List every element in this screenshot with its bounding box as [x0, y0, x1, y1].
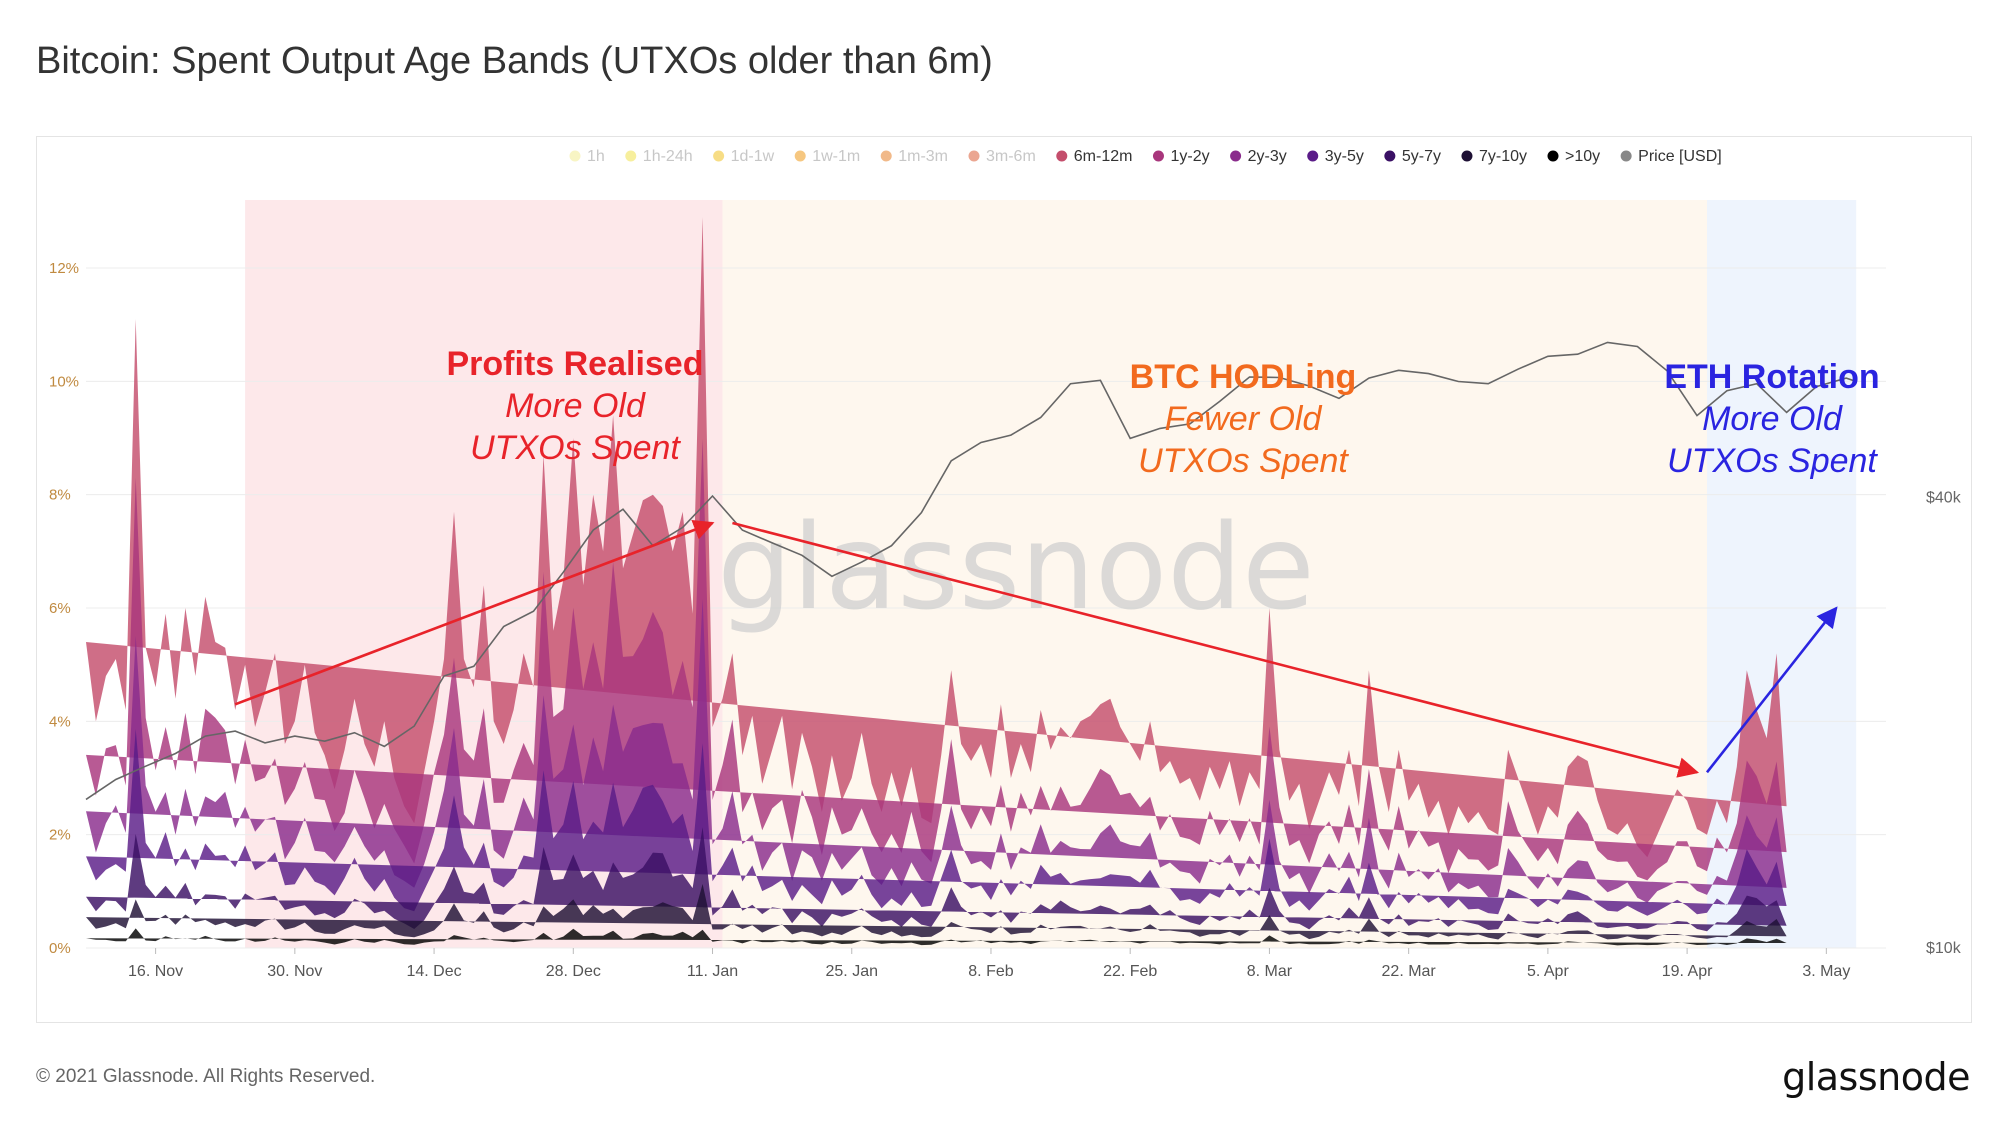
legend-item-1h[interactable]: 1h — [569, 148, 605, 165]
legend-item-1w-1m[interactable]: 1w-1m — [794, 148, 861, 165]
annotation-line2: UTXOs Spent — [1667, 442, 1878, 480]
legend-swatch — [1307, 150, 1319, 162]
legend-item-2y-3y[interactable]: 2y-3y — [1230, 148, 1287, 165]
x-tick-label: 30. Nov — [267, 963, 322, 980]
area-band-6m-12m — [86, 217, 1787, 858]
annotation-btc-hodling: BTC HODLing Fewer Old UTXOs Spent — [1130, 358, 1357, 480]
legend-item-3m-6m[interactable]: 3m-6m — [968, 148, 1036, 165]
x-tick-label: 16. Nov — [128, 963, 183, 980]
legend-item-1h-24h[interactable]: 1h-24h — [625, 148, 693, 165]
legend-label: 1m-3m — [898, 148, 948, 165]
x-tick-label: 22. Mar — [1382, 963, 1437, 980]
legend-label: 6m-12m — [1074, 148, 1133, 165]
x-tick-label: 28. Dec — [546, 963, 601, 980]
annotation-title: BTC HODLing — [1130, 358, 1357, 396]
x-tick-label: 14. Dec — [406, 963, 461, 980]
legend-label: 1h-24h — [643, 148, 693, 165]
legend-label: 2y-3y — [1248, 148, 1287, 165]
area-band-3y-5y — [86, 729, 1787, 916]
legend-label: 1d-1w — [731, 148, 775, 165]
legend-swatch — [1056, 150, 1068, 162]
legend-swatch — [713, 150, 725, 162]
legend-label: Price [USD] — [1638, 148, 1722, 165]
annotation-arrow-3 — [1705, 606, 1838, 774]
page-title: Bitcoin: Spent Output Age Bands (UTXOs o… — [36, 40, 993, 82]
area-band-5y-7y — [86, 827, 1787, 932]
y-tick-label: 12% — [49, 260, 79, 277]
y-tick-label: 0% — [49, 940, 71, 957]
annotation-line2: UTXOs Spent — [470, 429, 681, 467]
x-tick-label: 8. Mar — [1247, 963, 1293, 980]
annotation-eth-rotation: ETH Rotation More Old UTXOs Spent — [1664, 358, 1879, 480]
x-tick-label: 19. Apr — [1662, 963, 1713, 980]
y-tick-label: 8% — [49, 487, 71, 504]
area-band-gt10y — [86, 928, 1787, 946]
legend-label: 3y-5y — [1325, 148, 1364, 165]
legend-label: 1w-1m — [812, 148, 860, 165]
legend-label: 1h — [587, 148, 605, 165]
glassnode-logo: glassnode — [1782, 1055, 1970, 1099]
x-tick-label: 22. Feb — [1103, 963, 1157, 980]
x-tick-label: 11. Jan — [687, 963, 738, 980]
legend-item--10y[interactable]: >10y — [1547, 148, 1601, 165]
x-tick-label: 3. May — [1802, 963, 1850, 980]
legend-item-3y-5y[interactable]: 3y-5y — [1307, 148, 1364, 165]
chart-panel — [36, 136, 1972, 1023]
area-band-7y-10y — [86, 884, 1787, 940]
legend-swatch — [625, 150, 637, 162]
y-tick-label: 6% — [49, 600, 71, 617]
x-tick-label: 25. Jan — [826, 963, 878, 980]
watermark-text: glassnode — [717, 498, 1314, 636]
x-tick-label: 8. Feb — [968, 963, 1013, 980]
annotation-title: Profits Realised — [447, 345, 704, 383]
legend-label: 7y-10y — [1479, 148, 1527, 165]
legend-swatch — [569, 150, 581, 162]
annotation-profits-realised: Profits Realised More Old UTXOs Spent — [447, 345, 704, 467]
copyright-text: © 2021 Glassnode. All Rights Reserved. — [36, 1066, 376, 1087]
price-tick-label: $40k — [1926, 490, 1962, 507]
price-tick-label: $10k — [1926, 940, 1962, 957]
annotation-line2: UTXOs Spent — [1138, 442, 1349, 480]
legend-item-1y-2y[interactable]: 1y-2y — [1152, 148, 1210, 165]
legend-label: 1y-2y — [1170, 148, 1209, 165]
legend-swatch — [880, 150, 892, 162]
legend-swatch — [1547, 150, 1559, 162]
annotation-line1: Fewer Old — [1165, 400, 1323, 438]
legend-label: 3m-6m — [986, 148, 1036, 165]
legend-swatch — [1152, 150, 1164, 162]
legend-swatch — [1620, 150, 1632, 162]
legend-swatch — [1461, 150, 1473, 162]
legend-item-7y-10y[interactable]: 7y-10y — [1461, 148, 1527, 165]
annotation-arrow-2 — [732, 521, 1700, 778]
legend-swatch — [1230, 150, 1242, 162]
y-tick-label: 2% — [49, 827, 71, 844]
y-tick-label: 4% — [49, 713, 71, 730]
legend-label: 5y-7y — [1402, 148, 1441, 165]
legend-swatch — [968, 150, 980, 162]
legend-item-5y-7y[interactable]: 5y-7y — [1384, 148, 1441, 165]
price-line — [85, 341, 1857, 801]
legend-label: >10y — [1565, 148, 1600, 165]
annotation-arrow-1 — [234, 519, 715, 706]
legend-item-1d-1w[interactable]: 1d-1w — [713, 148, 775, 165]
annotation-line1: More Old — [505, 387, 646, 425]
annotation-title: ETH Rotation — [1664, 358, 1879, 396]
legend-item-1m-3m[interactable]: 1m-3m — [880, 148, 948, 165]
x-tick-label: 5. Apr — [1527, 963, 1569, 980]
annotation-line1: More Old — [1702, 400, 1843, 438]
legend-item-6m-12m[interactable]: 6m-12m — [1056, 148, 1132, 165]
legend-swatch — [794, 150, 806, 162]
legend-item-price-usd-[interactable]: Price [USD] — [1620, 148, 1722, 165]
legend-swatch — [1384, 150, 1396, 162]
y-tick-label: 10% — [49, 373, 79, 390]
